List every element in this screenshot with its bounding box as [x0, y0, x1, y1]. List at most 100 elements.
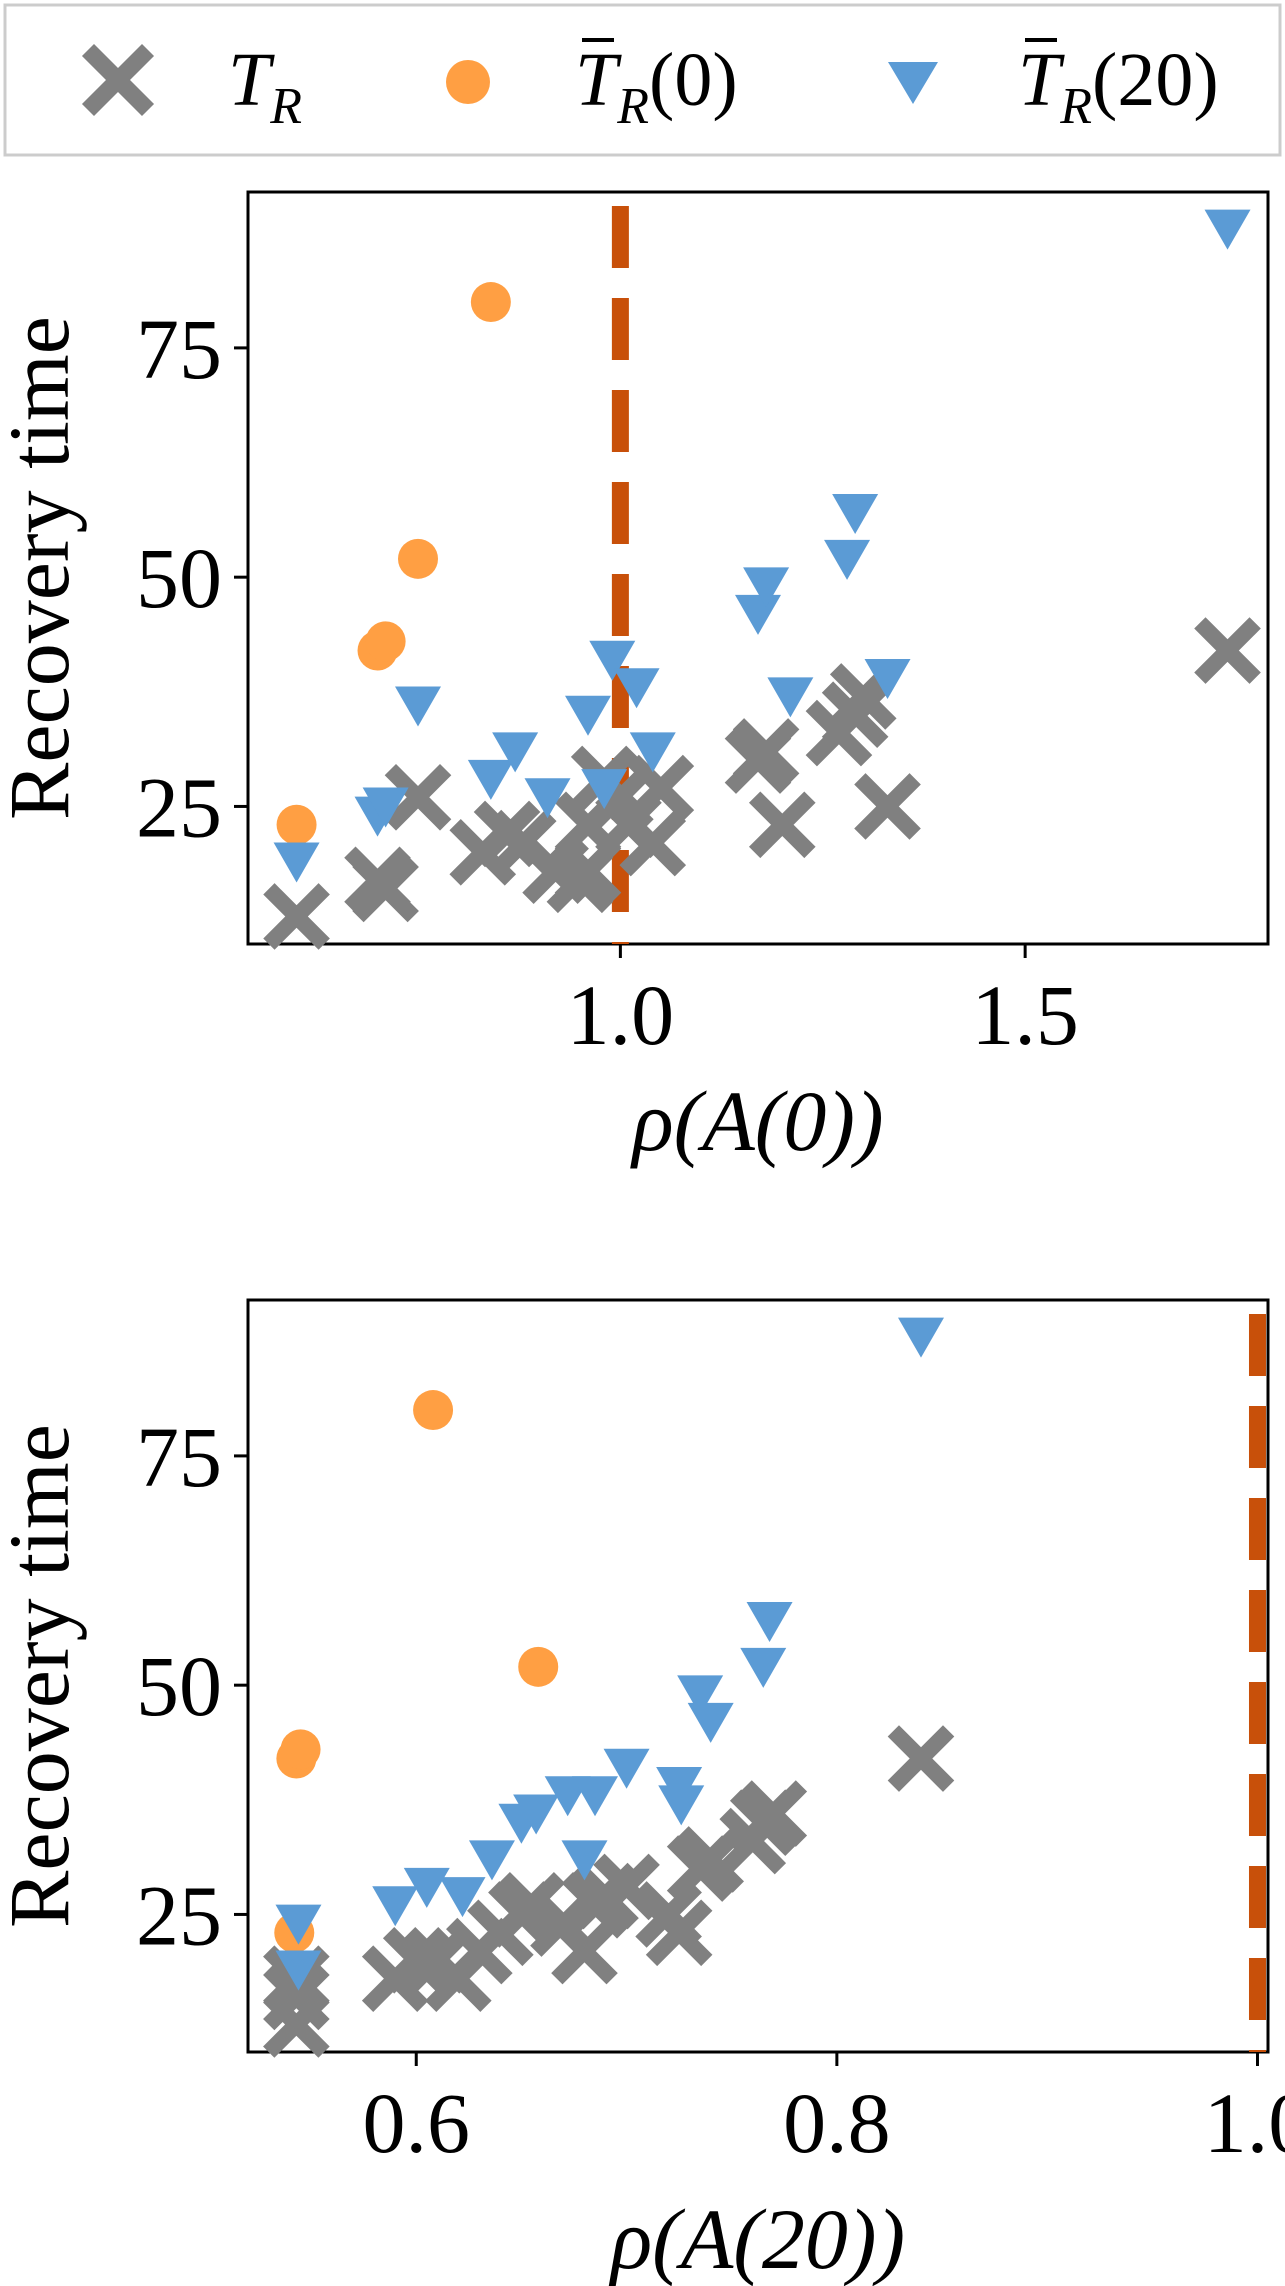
- data-point-circle: [276, 804, 317, 845]
- data-point-triangle: [746, 1601, 793, 1642]
- data-point-triangle: [492, 732, 539, 773]
- data-point-triangle: [629, 732, 676, 773]
- legend-label-tr20-main: T: [1018, 38, 1065, 122]
- data-point-triangle: [735, 594, 781, 635]
- data-point-triangle: [864, 659, 911, 700]
- data-point-x-marker: [263, 883, 330, 950]
- data-point-x-marker: [1194, 617, 1261, 684]
- legend-label-tr-sub: R: [269, 78, 302, 135]
- data-point-triangle: [273, 842, 320, 883]
- data-point-triangle: [275, 1950, 322, 1991]
- data-point-triangle: [572, 1776, 619, 1817]
- data-point-triangle: [824, 539, 871, 580]
- legend-label-tr0-arg: (0): [649, 38, 738, 122]
- axis-ticks: 0.6 0.8 1.0 25 50 75: [136, 1409, 1285, 2171]
- y-axis-label: Recovery time: [0, 1424, 87, 1928]
- legend-label-tr0-sub: R: [616, 78, 649, 135]
- data-point-x-marker: [740, 1780, 808, 1847]
- x-axis-label: ρ(A(20)): [608, 2191, 905, 2286]
- data-point-circle: [280, 1729, 321, 1770]
- data-point-x-marker: [551, 1917, 618, 1985]
- data-point-triangle: [403, 1867, 450, 1908]
- data-point-triangle: [565, 695, 611, 736]
- data-point-x-marker: [732, 718, 800, 785]
- data-point-triangle: [1204, 209, 1251, 250]
- data-point-triangle: [589, 640, 636, 681]
- data-point-triangle: [897, 1317, 944, 1358]
- data-point-x-marker: [854, 773, 921, 840]
- data-marks: [263, 209, 1261, 950]
- x-tick-label: 1.5: [971, 967, 1079, 1063]
- data-point-circle: [470, 282, 511, 323]
- legend-label-tr-main: T: [228, 38, 275, 122]
- x-tick-label: 1.0: [1204, 2075, 1285, 2171]
- data-point-x-marker: [593, 1853, 660, 1921]
- data-point-circle: [398, 538, 438, 579]
- y-axis-label: Recovery time: [0, 316, 87, 820]
- plot-area-frame: [246, 190, 1270, 946]
- legend-entry-tr: TR: [81, 38, 302, 135]
- y-tick-label: 50: [136, 530, 222, 626]
- legend-label-tr20-sub: R: [1059, 78, 1092, 135]
- data-point-triangle: [513, 1794, 560, 1835]
- x-tick-label: 0.8: [783, 2075, 891, 2171]
- legend-label-tr0: TR(0): [575, 38, 738, 135]
- data-marks: [263, 1317, 955, 2058]
- data-point-triangle: [468, 1840, 515, 1881]
- bottom-scatter-plot: 0.6 0.8 1.0 25 50 75 ρ(A(20)) Recovery time: [0, 1298, 1285, 2286]
- legend-entry-tr20: TR(20): [888, 38, 1219, 135]
- data-point-triangle: [275, 1904, 322, 1945]
- axis-ticks: 1.0 1.5 25 50 75: [136, 301, 1079, 1063]
- legend-label-tr20: TR(20): [1018, 38, 1219, 135]
- legend-entry-tr0: TR(0): [446, 38, 738, 135]
- data-point-triangle: [561, 1840, 608, 1881]
- data-point-triangle: [524, 778, 571, 819]
- data-point-triangle: [740, 1647, 787, 1688]
- data-point-x-marker: [627, 754, 695, 822]
- legend-marker-triangle: [888, 62, 938, 104]
- legend-frame: [3, 3, 1282, 157]
- data-point-triangle: [362, 787, 409, 828]
- data-point-triangle: [767, 677, 814, 718]
- data-point-x-marker: [619, 809, 687, 877]
- legend-label-tr20-arg: (20): [1092, 38, 1219, 122]
- data-point-triangle: [687, 1702, 734, 1743]
- data-point-triangle: [613, 668, 660, 709]
- data-point-triangle: [603, 1748, 650, 1789]
- y-tick-label: 75: [136, 1409, 222, 1505]
- legend-marker-circle: [446, 60, 490, 104]
- x-tick-label: 0.6: [362, 2075, 470, 2171]
- data-point-triangle: [658, 1785, 705, 1826]
- data-point-triangle: [677, 1675, 724, 1716]
- data-point-x-marker: [352, 855, 419, 923]
- data-point-x-marker: [677, 1826, 744, 1893]
- data-point-triangle: [743, 567, 790, 608]
- legend-label-tr0-main: T: [575, 38, 622, 122]
- x-axis-label: ρ(A(0)): [629, 1073, 883, 1169]
- data-point-triangle: [581, 769, 628, 810]
- top-scatter-plot: 1.0 1.5 25 50 75 ρ(A(0)) Recovery time: [0, 190, 1270, 1169]
- data-point-x-marker: [384, 763, 452, 831]
- legend: TR TR(0) TR(20): [3, 3, 1282, 157]
- data-point-triangle: [439, 1877, 486, 1918]
- data-point-x-marker: [748, 791, 816, 859]
- data-point-triangle: [372, 1886, 419, 1927]
- y-tick-label: 25: [136, 1867, 222, 1963]
- legend-label-tr: TR: [228, 38, 302, 135]
- data-point-x-marker: [498, 1871, 566, 1939]
- data-point-circle: [365, 621, 406, 662]
- legend-x-shape: [81, 43, 155, 117]
- data-point-circle: [518, 1646, 559, 1687]
- data-point-circle: [413, 1390, 454, 1431]
- y-tick-label: 50: [136, 1638, 222, 1734]
- data-point-triangle: [467, 759, 514, 800]
- y-tick-label: 75: [136, 301, 222, 397]
- data-point-x-marker: [554, 837, 622, 904]
- data-point-x-marker: [887, 1725, 955, 1792]
- y-tick-label: 25: [136, 759, 222, 855]
- plot-area-frame: [246, 1298, 1270, 2054]
- x-tick-label: 1.0: [567, 967, 675, 1063]
- data-point-x-marker: [645, 1899, 713, 1967]
- data-point-triangle: [395, 686, 441, 727]
